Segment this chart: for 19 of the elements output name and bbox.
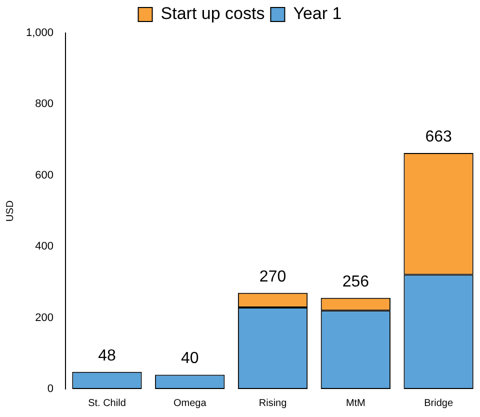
y-tick-label: 400 xyxy=(35,240,54,253)
x-tick-label: Omega xyxy=(173,398,207,409)
total-label: 663 xyxy=(425,128,452,146)
total-label: 48 xyxy=(98,347,116,364)
legend-label: Year 1 xyxy=(293,4,342,24)
y-tick-label: 600 xyxy=(35,169,54,182)
total-label: 40 xyxy=(180,350,199,368)
y-tick-label: 0 xyxy=(47,383,54,396)
total-label: 256 xyxy=(342,273,370,290)
total-label: 270 xyxy=(259,268,286,286)
x-tick-label: St. Child xyxy=(88,398,126,409)
legend-label: Start up costs xyxy=(160,4,265,24)
y-tick-label: 1,000 xyxy=(26,27,54,40)
x-tick-label: MtM xyxy=(346,398,366,409)
x-tick-label: Rising xyxy=(258,398,287,409)
y-tick-label: 200 xyxy=(35,312,54,324)
y-tick-label: 800 xyxy=(35,98,54,110)
y-axis-title: USD xyxy=(4,200,16,222)
x-tick-label: Bridge xyxy=(424,398,454,409)
